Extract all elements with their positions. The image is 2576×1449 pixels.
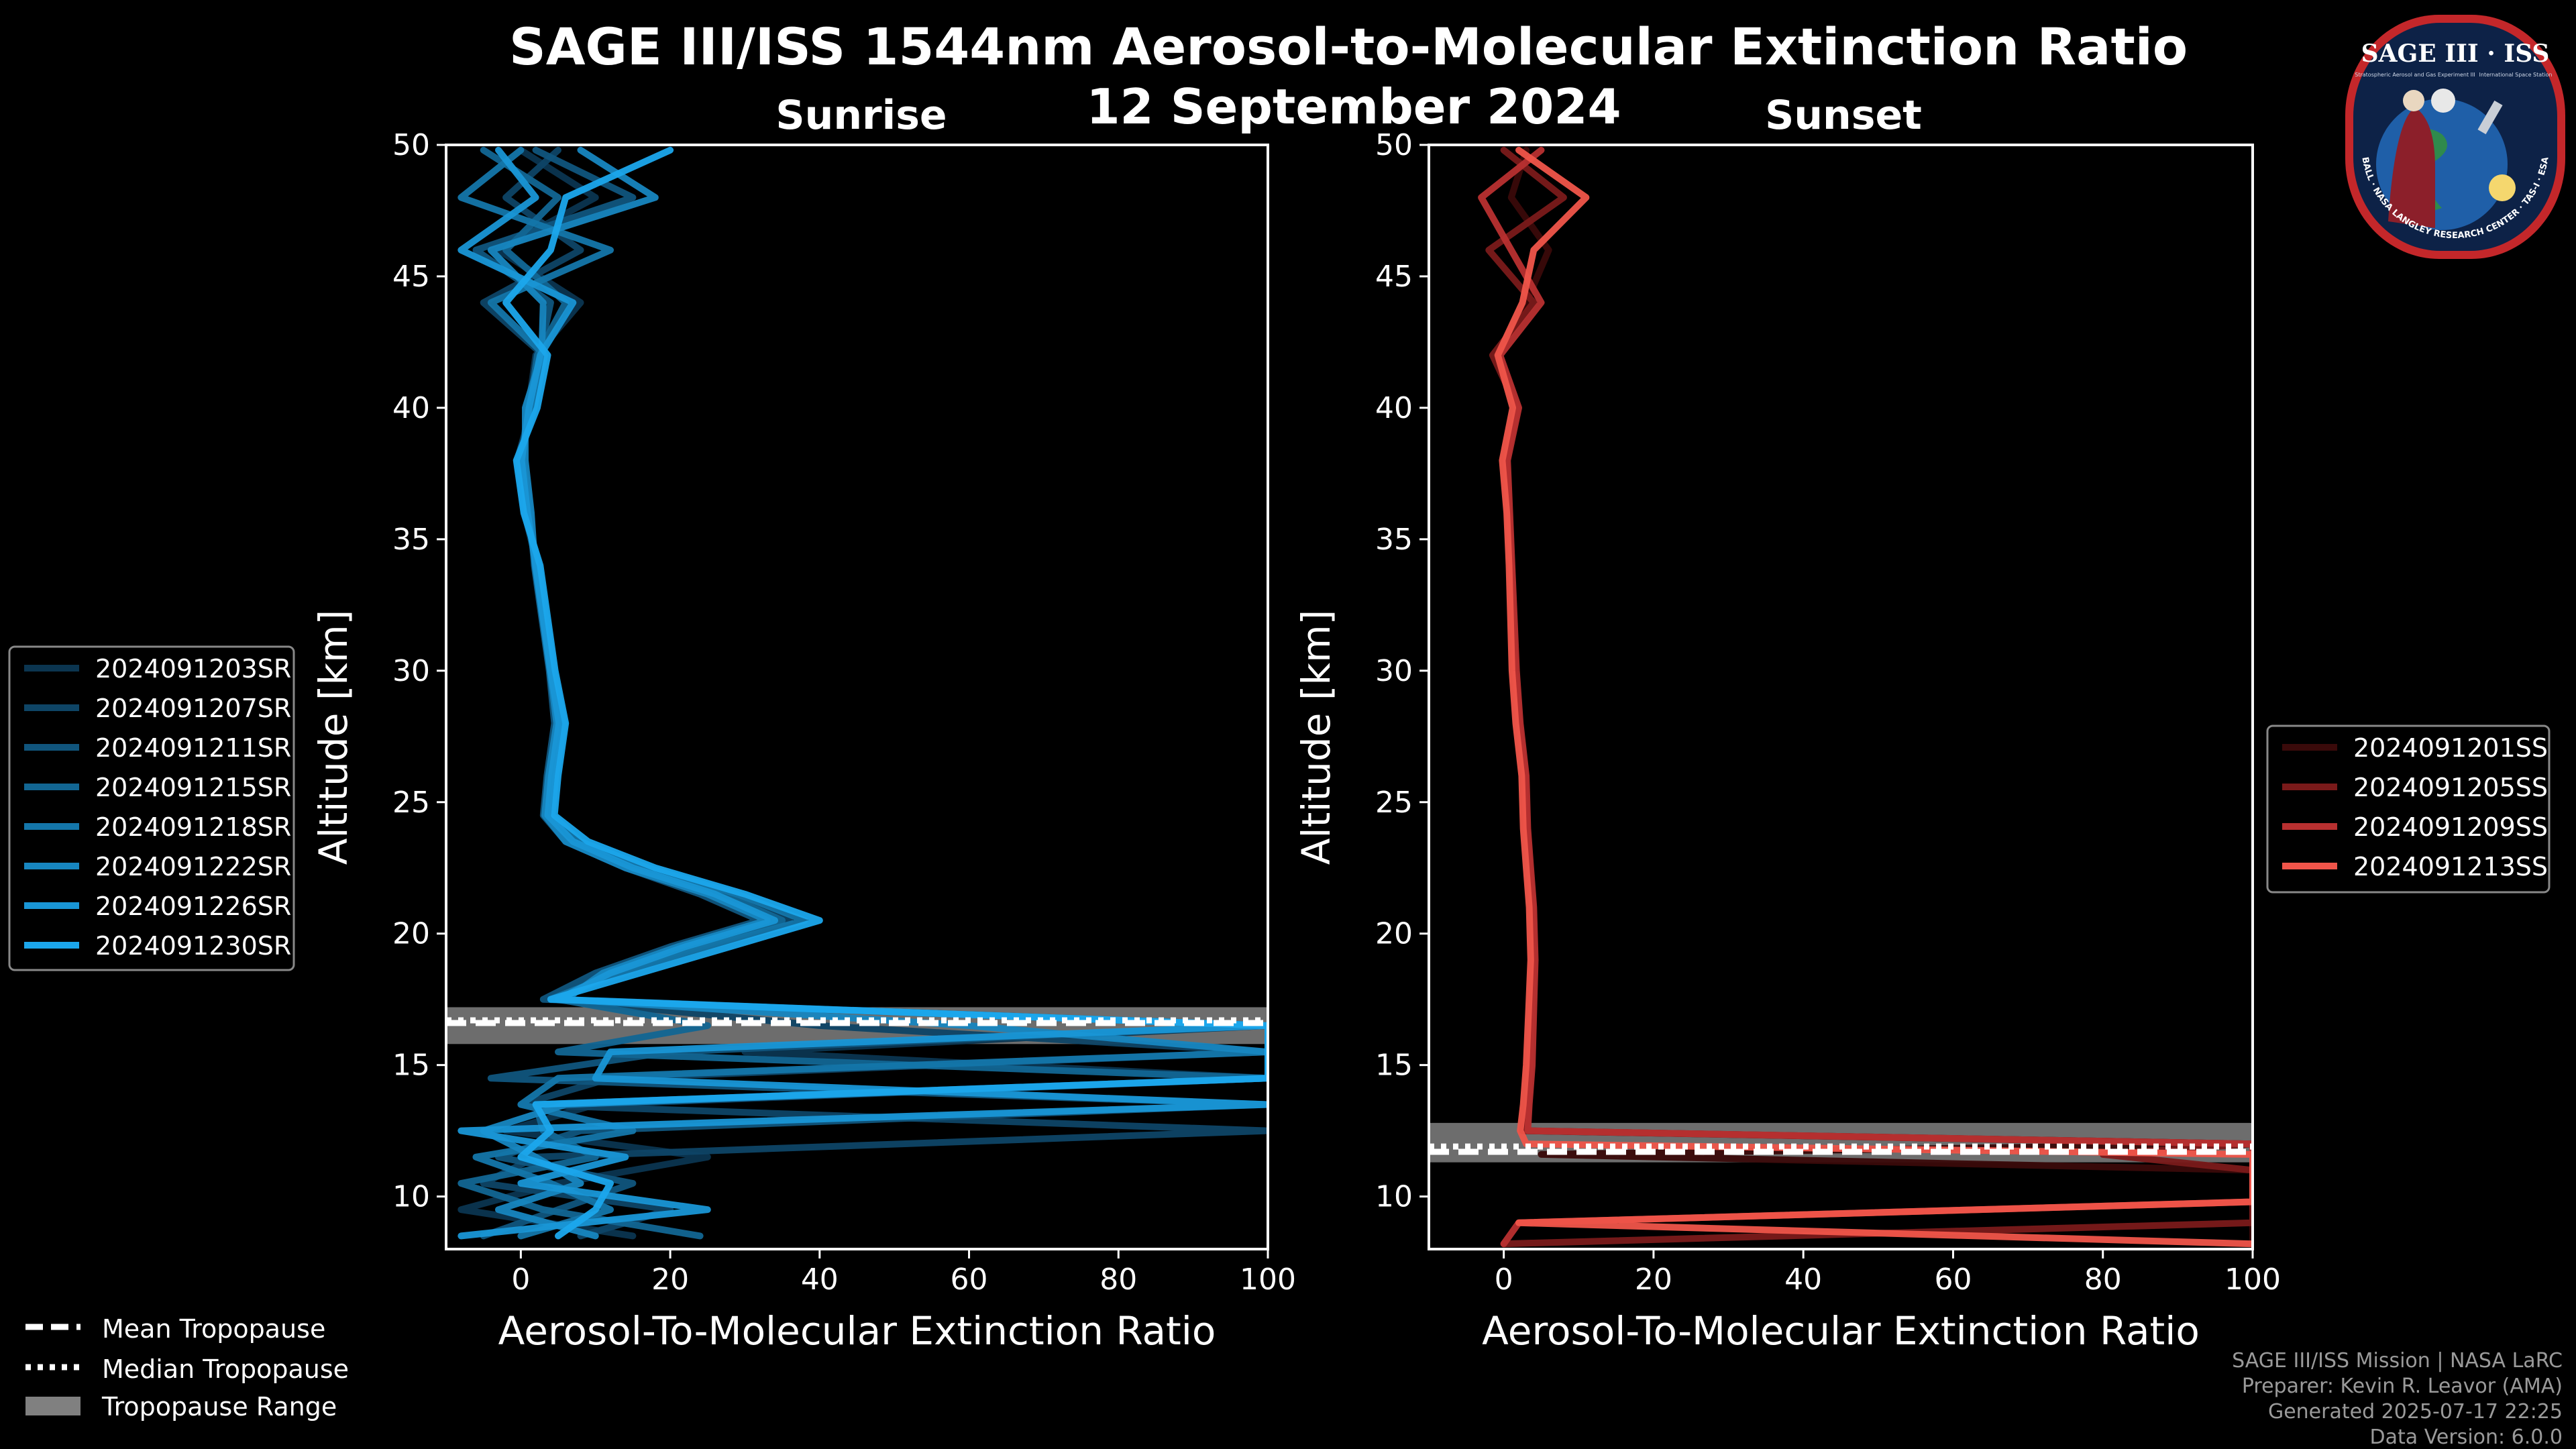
logo-moon: [2431, 89, 2455, 113]
sunrise-ytick-label-25: 25: [392, 786, 430, 820]
sunset-legend: 2024091201SS 2024091205SS 2024091209SS 2024…: [2266, 724, 2551, 894]
figure-date: 12 September 2024: [1086, 78, 1621, 135]
sunrise-ytick-label-10: 10: [392, 1180, 430, 1214]
sunrise-panel-title: Sunrise: [775, 92, 947, 139]
sunset-ytick-label-45: 45: [1375, 260, 1413, 294]
sunrise-ytick-label-15: 15: [392, 1049, 430, 1083]
sunrise-profile-2024091230SR: [502, 146, 1268, 1240]
sunrise-ytick-label-50: 50: [392, 128, 430, 162]
sunrise-xlabel: Aerosol-To-Molecular Extinction Ratio: [498, 1308, 1216, 1354]
sunset-ylabel: Altitude [km]: [1293, 610, 1339, 865]
footer-generated: Generated 2025-07-17 22:25: [2268, 1400, 2563, 1424]
sunset-xtick-label-0: 0: [1495, 1263, 1513, 1297]
tropopause-legend-median-label: Median Tropopause: [102, 1354, 349, 1384]
footer-data-version: Data Version: 6.0.0: [2370, 1426, 2563, 1449]
sunrise-xtick-label-40: 40: [801, 1263, 839, 1297]
sunset-xtick-label-40: 40: [1784, 1263, 1822, 1297]
sunset-plot-content: [1429, 146, 2253, 1248]
sunset-legend-frame: [2266, 724, 2551, 894]
sunrise-panel: 0 20 40 60 80 100 10 15 20 25 30 35 40 45 50 Aerosol-To…: [311, 128, 1296, 1354]
tropopause-legend: Mean Tropopause Median Tropopause Tropop…: [25, 1314, 349, 1421]
figure-title: SAGE III/ISS 1544nm Aerosol-to-Molecular…: [509, 17, 2188, 76]
sunset-legend-label-2024091201SS: 2024091201SS: [2353, 733, 2548, 763]
sunrise-legend: 2024091203SR 2024091207SR 2024091211SR 2024…: [8, 645, 295, 971]
sunrise-legend-frame: [8, 645, 295, 971]
sunset-ytick-label-20: 20: [1375, 917, 1413, 951]
sunset-xtick-label-20: 20: [1635, 1263, 1672, 1297]
sunrise-legend-label-2024091222SR: 2024091222SR: [95, 852, 291, 881]
logo-figure-head: [2403, 90, 2424, 111]
sunrise-legend-label-2024091218SR: 2024091218SR: [95, 812, 291, 842]
sunrise-ytick-label-35: 35: [392, 523, 430, 557]
sunrise-xtick-label-60: 60: [951, 1263, 988, 1297]
sunset-plot-area: [1429, 145, 2253, 1249]
sunset-ytick-label-35: 35: [1375, 523, 1413, 557]
sunrise-xtick-label-20: 20: [651, 1263, 689, 1297]
logo-figure: [2388, 107, 2435, 228]
tropopause-legend-range-label: Tropopause Range: [101, 1392, 337, 1421]
sunset-ytick-label-10: 10: [1375, 1180, 1413, 1214]
sunset-panel-title: Sunset: [1765, 92, 1922, 139]
sunrise-legend-label-2024091226SR: 2024091226SR: [95, 892, 291, 921]
sunrise-legend-label-2024091207SR: 2024091207SR: [95, 694, 291, 723]
footer-mission: SAGE III/ISS Mission | NASA LaRC: [2232, 1349, 2563, 1373]
sunset-ytick-label-50: 50: [1375, 128, 1413, 162]
sunrise-legend-label-2024091203SR: 2024091203SR: [95, 654, 291, 684]
sunrise-legend-label-2024091215SR: 2024091215SR: [95, 773, 291, 802]
sunset-ytick-label-30: 30: [1375, 654, 1413, 688]
sunrise-profile-2024091226SR: [458, 146, 1268, 1240]
footer-preparer: Preparer: Kevin R. Leavor (AMA): [2242, 1375, 2563, 1398]
sunset-xlabel: Aerosol-To-Molecular Extinction Ratio: [1482, 1308, 2200, 1354]
sunrise-legend-label-2024091230SR: 2024091230SR: [95, 931, 291, 961]
sunset-ytick-label-15: 15: [1375, 1049, 1413, 1083]
sunset-profile-2024091209SS: [1478, 146, 2253, 1248]
sunset-xtick-label-60: 60: [1934, 1263, 1972, 1297]
sunrise-xtick-label-0: 0: [511, 1263, 530, 1297]
sunset-panel: 0 20 40 60 80 100 10 15 20 25 30 35 40 45 50 Aerosol-To…: [1293, 128, 2281, 1354]
sunset-legend-label-2024091209SS: 2024091209SS: [2353, 812, 2548, 842]
logo-subtitle-2: International Space Station: [2479, 72, 2553, 78]
sunrise-ytick-label-20: 20: [392, 917, 430, 951]
tropopause-legend-mean-label: Mean Tropopause: [102, 1314, 325, 1344]
sunset-legend-label-2024091205SS: 2024091205SS: [2353, 773, 2548, 802]
tropopause-legend-range-swatch: [25, 1397, 80, 1415]
logo-title: SAGE III · ISS: [2361, 40, 2550, 68]
sunset-xtick-label-80: 80: [2084, 1263, 2122, 1297]
footer-credits: SAGE III/ISS Mission | NASA LaRC Prepare…: [2232, 1349, 2563, 1449]
sunrise-xtick-label-80: 80: [1099, 1263, 1137, 1297]
sunset-xtick-label-100: 100: [2224, 1263, 2281, 1297]
sunset-ytick-label-25: 25: [1375, 786, 1413, 820]
sunset-profile-2024091213SS: [1494, 146, 2253, 1248]
logo-subtitle: Stratospheric Aerosol and Gas Experiment…: [2355, 72, 2475, 78]
sunrise-ytick-label-40: 40: [392, 391, 430, 425]
sunset-legend-label-2024091213SS: 2024091213SS: [2353, 852, 2548, 881]
logo-sun: [2489, 174, 2516, 201]
sunset-ytick-label-40: 40: [1375, 391, 1413, 425]
sage-iss-logo: SAGE III · ISS Stratospheric Aerosol and…: [2345, 15, 2565, 259]
sunrise-ytick-label-45: 45: [392, 260, 430, 294]
sunrise-plot-content: [446, 146, 1268, 1240]
sunrise-xtick-label-100: 100: [1240, 1263, 1296, 1297]
logo-station: [2477, 100, 2503, 135]
sunrise-ytick-label-30: 30: [392, 654, 430, 688]
sunrise-axes-frame: [445, 144, 1269, 1250]
sunset-axes-frame: [1428, 144, 2254, 1250]
sunrise-ylabel: Altitude [km]: [311, 610, 356, 865]
sunrise-legend-label-2024091211SR: 2024091211SR: [95, 733, 291, 763]
